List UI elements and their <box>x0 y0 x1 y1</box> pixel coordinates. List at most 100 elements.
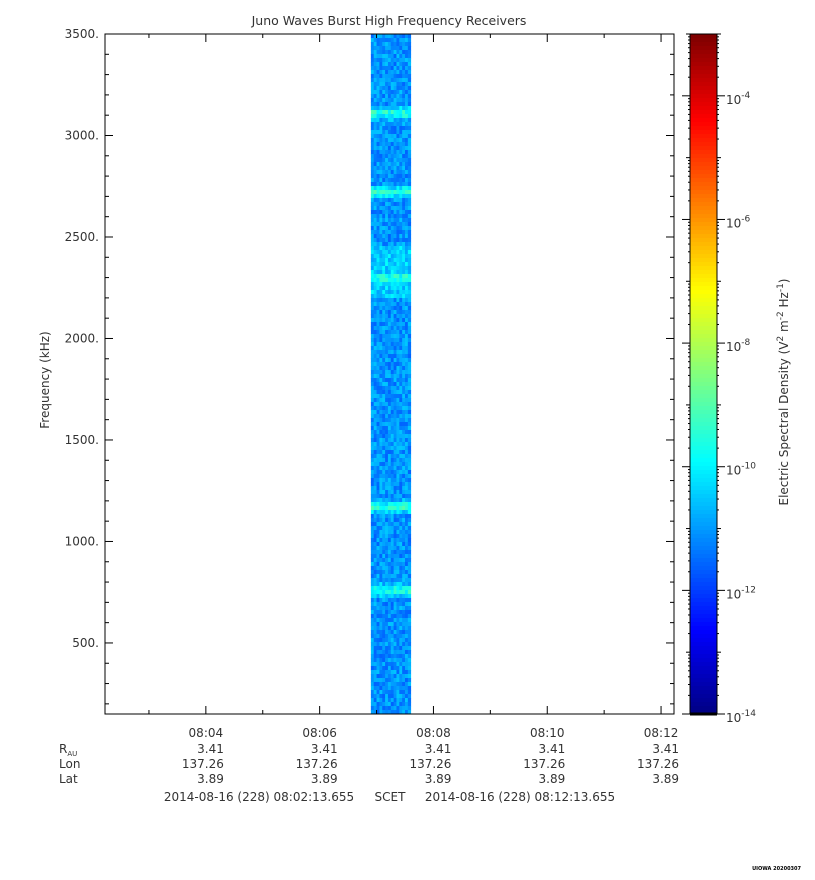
spectrogram-cell <box>390 702 395 707</box>
colorbar-segment <box>690 578 717 583</box>
spectrogram-cell <box>402 550 406 555</box>
spectrogram-cell <box>396 150 400 155</box>
spectrogram-cell <box>396 222 400 227</box>
spectrogram-cell <box>382 618 386 623</box>
spectrogram-cell <box>387 570 392 575</box>
spectrogram-cell <box>390 242 395 247</box>
spectrogram-cell <box>407 426 412 431</box>
spectrogram-cell <box>373 610 377 615</box>
spectrogram-cell <box>407 486 412 491</box>
spectrogram-cell <box>404 554 409 559</box>
spectrogram-cell <box>373 98 377 103</box>
spectrogram-cell <box>393 58 397 63</box>
spectrogram-cell <box>379 466 383 471</box>
spectrogram-cell <box>373 666 377 671</box>
spectrogram-cell <box>402 682 406 687</box>
spectrogram-cell <box>390 682 395 687</box>
spectrogram-cell <box>379 406 383 411</box>
spectrogram-cell <box>399 554 403 559</box>
spectrogram-cell <box>376 530 380 535</box>
spectrogram-cell <box>382 34 386 39</box>
spectrogram-cell <box>376 490 380 495</box>
spectrogram-cell <box>373 202 377 207</box>
colorbar-label: Electric Spectral Density (V2 m-2 Hz-1) <box>776 278 791 505</box>
spectrogram-cell <box>396 518 400 523</box>
spectrogram-cell <box>399 90 403 95</box>
spectrogram-cell <box>379 534 383 539</box>
spectrogram-cell <box>404 362 409 367</box>
spectrogram-cell <box>373 622 377 627</box>
spectrogram-cell <box>407 302 412 307</box>
colorbar-segment <box>690 350 717 355</box>
spectrogram-cell <box>390 694 395 699</box>
spectrogram-cell <box>390 526 395 531</box>
spectrogram-cell <box>399 382 403 387</box>
spectrogram-cell <box>407 706 412 711</box>
spectrogram-cell <box>376 406 380 411</box>
spectrogram-cell <box>407 274 412 279</box>
colorbar-segment <box>690 138 717 143</box>
spectrogram-cell <box>393 66 397 71</box>
y-tick-label: 3000. <box>65 128 99 142</box>
spectrogram-cell <box>376 506 380 511</box>
spectrogram-cell <box>376 102 380 107</box>
spectrogram-cell <box>402 646 406 651</box>
spectrogram-cell <box>370 442 375 447</box>
spectrogram-cell <box>402 514 406 519</box>
spectrogram-cell <box>376 194 380 199</box>
spectrogram-cell <box>402 186 406 191</box>
spectrogram-cell <box>387 590 392 595</box>
spectrogram-cell <box>373 414 377 419</box>
spectrogram-cell <box>399 406 403 411</box>
spectrogram-cell <box>382 638 386 643</box>
spectrogram-cell <box>373 302 377 307</box>
spectrogram-cell <box>370 514 375 519</box>
spectrogram-cell <box>379 370 383 375</box>
spectrogram-cell <box>382 590 386 595</box>
spectrogram-cell <box>407 530 412 535</box>
spectrogram-cell <box>402 382 406 387</box>
colorbar-segment <box>690 438 717 443</box>
x-axis: 08:04 08:06 08:08 08:10 08:12 <box>148 34 678 740</box>
spectrogram-cell <box>404 142 409 147</box>
spectrogram-cell <box>370 534 375 539</box>
spectrogram-cell <box>393 578 397 583</box>
spectrogram-cell <box>399 654 403 659</box>
spectrogram-cell <box>373 422 377 427</box>
spectrogram-cell <box>396 138 400 143</box>
spectrogram-cell <box>402 538 406 543</box>
spectrogram-cell <box>399 354 403 359</box>
spectrogram-cell <box>407 502 412 507</box>
spectrogram-cell <box>370 686 375 691</box>
spectrogram-cell <box>376 710 380 715</box>
spectrogram-cell <box>382 578 386 583</box>
spectrogram-cell <box>379 514 383 519</box>
spectrogram-cell <box>385 222 389 227</box>
spectrogram-cell <box>390 690 395 695</box>
spectrogram-cell <box>404 342 409 347</box>
spectrogram-cell <box>382 482 386 487</box>
spectrogram-cell <box>396 582 400 587</box>
spectrogram-cell <box>404 502 409 507</box>
colorbar-segment <box>690 150 717 155</box>
spectrogram-cell <box>379 258 383 263</box>
spectrogram-cell <box>370 710 375 715</box>
spectrogram-cell <box>402 250 406 255</box>
spectrogram-cell <box>373 546 377 551</box>
spectrogram-cell <box>404 146 409 151</box>
spectrogram-cell <box>382 674 386 679</box>
spectrogram-cell <box>385 674 389 679</box>
spectrogram-cell <box>407 138 412 143</box>
spectrogram-cell <box>404 458 409 463</box>
spectrogram-cell <box>382 222 386 227</box>
spectrogram-cell <box>390 86 395 91</box>
spectrogram-cell <box>385 542 389 547</box>
spectrogram-cell <box>402 230 406 235</box>
spectrogram-cell <box>402 626 406 631</box>
spectrogram-cell <box>370 258 375 263</box>
spectrogram-cell <box>387 210 392 215</box>
spectrogram-cell <box>390 558 395 563</box>
spectrogram-cell <box>370 194 375 199</box>
spectrogram-cell <box>385 678 389 683</box>
spectrogram-cell <box>387 238 392 243</box>
